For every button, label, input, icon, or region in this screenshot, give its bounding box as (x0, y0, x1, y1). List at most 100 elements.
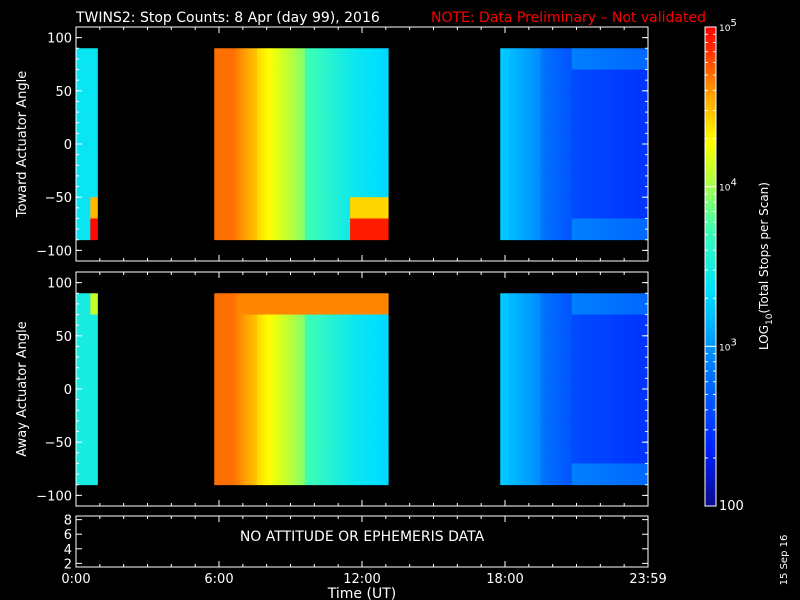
heatmap-cell-p2-i0 (83, 314, 86, 337)
heatmap-cell-p2-i1 (354, 335, 358, 358)
heatmap-cell-p2-i2 (571, 442, 575, 464)
heatmap-cell-p1-i2 (531, 197, 534, 219)
heatmap-cell-p1-i1 (245, 133, 248, 156)
heatmap-cell-p1-i2 (638, 90, 642, 113)
heatmap-cell-p2-i1 (340, 420, 344, 443)
heatmap-cell-p2-i2 (614, 420, 618, 443)
heatmap-cell-p2-i1 (257, 399, 260, 422)
heatmap-cell-p2-i2 (547, 378, 551, 401)
heatmap-cell-p2-i1 (307, 314, 310, 337)
heatmap-cell-p1-i2 (562, 48, 565, 70)
heatmap-cell-p2-i2 (602, 420, 606, 443)
heatmap-cell-p2-i1 (342, 314, 346, 337)
heatmap-cell-p1-i2 (519, 175, 523, 198)
heatmap-cell-p2-i2 (526, 463, 530, 486)
heatmap-cell-p1-i2 (509, 175, 513, 198)
heatmap-cell-p1-i2 (566, 133, 570, 156)
heatmap-cell-p2-i1 (264, 442, 268, 464)
heatmap-cell-p1-i0 (90, 175, 94, 198)
heatmap-cell-p1-i2 (605, 69, 608, 92)
heatmap-cell-p1-i2 (602, 112, 606, 134)
heatmap-cell-p1-i1 (223, 133, 227, 156)
heatmap-cell-p2-i1 (221, 293, 225, 315)
heatmap-cell-p2-i2 (597, 314, 601, 337)
heatmap-cell-p1-i1 (328, 175, 332, 198)
heatmap-cell-p1-i2 (528, 197, 532, 219)
heatmap-cell-p1-i1 (376, 154, 380, 177)
heatmap-cell-p1-i2 (566, 175, 570, 198)
heatmap-cell-p2-i1 (376, 442, 380, 464)
heatmap-cell-p1-i1 (214, 218, 218, 241)
heatmap-cell-p2-i1 (338, 399, 341, 422)
heatmap-cell-p2-i0 (90, 357, 94, 379)
heatmap-cell-p2-i1 (283, 442, 287, 464)
heatmap-cell-p1-i2 (574, 154, 577, 177)
heatmap-cell-p1-i2 (550, 112, 554, 134)
heatmap-cell-p2-i2 (571, 420, 575, 443)
heatmap-cell-p1-i1 (226, 218, 229, 241)
heatmap-cell-p1-i0 (83, 218, 86, 241)
heatmap-cell-p1-i1 (307, 90, 310, 113)
heatmap-cell-p2-i1 (333, 420, 337, 443)
heatmap-cell-p2-i1 (373, 357, 377, 379)
heatmap-cell-p1-i2 (531, 90, 534, 113)
heatmap-cell-p2-i1 (378, 293, 382, 315)
heatmap-cell-p2-i2 (581, 420, 585, 443)
heatmap-cell-p2-i1 (345, 420, 349, 443)
heatmap-cell-p1-i0 (85, 48, 89, 70)
heatmap-cell-p2-i2 (531, 378, 534, 401)
heatmap-cell-p2-i2 (528, 463, 532, 486)
heatmap-cell-p1-i0 (87, 69, 91, 92)
heatmap-cell-p1-i1 (280, 175, 284, 198)
heatmap-cell-p1-i1 (326, 175, 330, 198)
heatmap-cell-p1-i1 (219, 154, 222, 177)
heatmap-cell-p1-i1 (311, 218, 315, 241)
heatmap-cell-p1-i2 (521, 90, 525, 113)
heatmap-cell-p1-i2 (614, 112, 618, 134)
heatmap-cell-p1-i2 (638, 197, 642, 219)
heatmap-cell-p2-i2 (535, 420, 539, 443)
heatmap-cell-p2-i2 (640, 293, 644, 315)
heatmap-cell-p1-i2 (516, 133, 520, 156)
heatmap-cell-p1-i2 (636, 154, 639, 177)
heatmap-cell-p2-i2 (581, 399, 585, 422)
heatmap-cell-p2-i0 (95, 293, 98, 315)
heatmap-cell-p2-i2 (500, 399, 504, 422)
heatmap-cell-p2-i2 (545, 442, 549, 464)
heatmap-cell-p2-i1 (357, 442, 361, 464)
heatmap-cell-p1-i2 (559, 69, 563, 92)
heatmap-cell-p2-i1 (304, 442, 308, 464)
heatmap-cell-p2-i2 (640, 442, 644, 464)
heatmap-cell-p1-i1 (261, 112, 265, 134)
heatmap-cell-p2-i1 (254, 357, 258, 379)
heatmap-cell-p1-i1 (307, 48, 310, 70)
heatmap-cell-p1-i2 (543, 133, 546, 156)
heatmap-cell-p1-i1 (331, 69, 334, 92)
heatmap-cell-p1-i1 (371, 154, 375, 177)
heatmap-cell-p1-i1 (357, 112, 361, 134)
heatmap-cell-p1-i2 (624, 154, 627, 177)
heatmap-cell-p2-i1 (245, 463, 248, 486)
heatmap-cell-p1-i1 (326, 90, 330, 113)
heatmap-cell-p2-i2 (576, 399, 580, 422)
heatmap-cell-p1-i2 (595, 112, 599, 134)
heatmap-cell-p2-i1 (235, 335, 239, 358)
heatmap-cell-p2-i1 (290, 378, 294, 401)
heatmap-cell-p2-i2 (638, 463, 642, 486)
heatmap-cell-p1-i1 (385, 48, 389, 70)
y-axis-label: Away Actuator Angle (15, 321, 30, 456)
heatmap-cell-p2-i1 (321, 293, 325, 315)
heatmap-cell-p1-i1 (333, 197, 337, 219)
heatmap-cell-p2-i2 (617, 378, 620, 401)
heatmap-cell-p2-i1 (245, 293, 248, 315)
heatmap-cell-p1-i1 (228, 218, 232, 241)
heatmap-cell-p2-i0 (85, 420, 89, 443)
heatmap-cell-p2-i2 (528, 442, 532, 464)
heatmap-cell-p1-i1 (366, 154, 370, 177)
heatmap-cell-p2-i1 (254, 463, 258, 486)
heatmap-cell-p2-i1 (385, 293, 389, 315)
heatmap-cell-p1-i1 (328, 48, 332, 70)
heatmap-cell-p2-i2 (636, 357, 639, 379)
heatmap-cell-p2-i2 (597, 463, 601, 486)
heatmap-cell-p1-i2 (597, 133, 601, 156)
